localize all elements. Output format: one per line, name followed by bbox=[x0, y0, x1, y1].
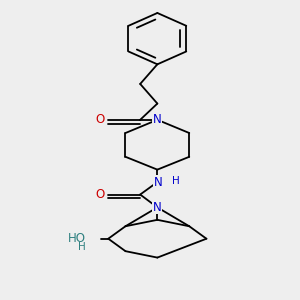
Text: H: H bbox=[79, 242, 86, 252]
Text: O: O bbox=[95, 188, 104, 201]
Text: H: H bbox=[172, 176, 180, 186]
Text: N: N bbox=[154, 176, 163, 189]
Text: N: N bbox=[153, 113, 162, 126]
Text: O: O bbox=[95, 113, 104, 126]
Text: N: N bbox=[153, 201, 162, 214]
Text: HO: HO bbox=[68, 232, 86, 245]
